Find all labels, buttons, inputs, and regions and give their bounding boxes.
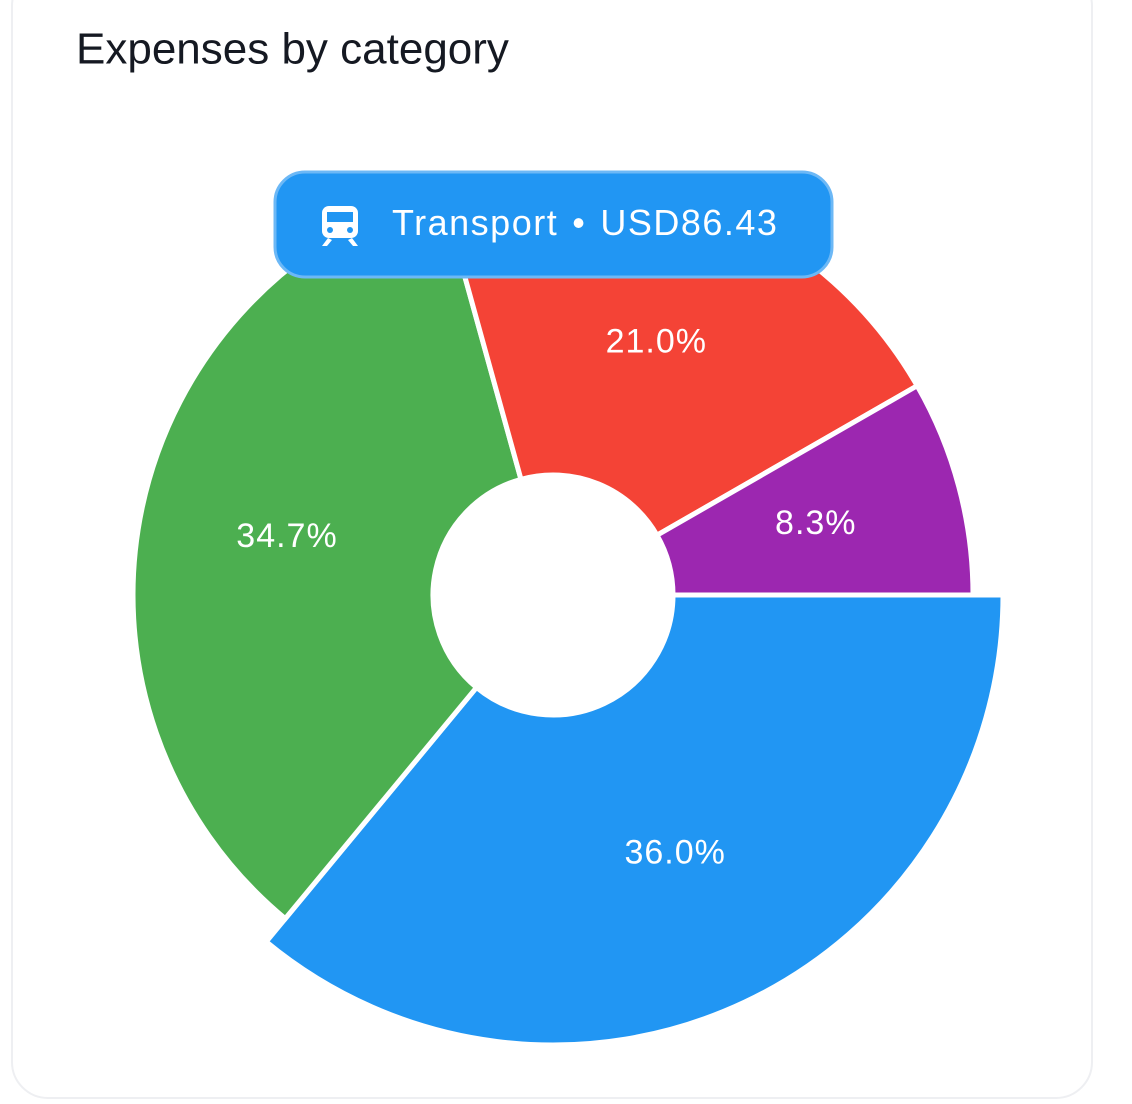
pie-slice (130, 187, 525, 923)
slice-label: 34.7% (236, 517, 337, 555)
train-icon (322, 206, 358, 246)
pie-slice (262, 592, 1006, 1048)
tooltip-amount: USD86.43 (600, 202, 778, 243)
slice-label: 8.3% (775, 504, 857, 542)
slice-label: 21.0% (606, 322, 707, 360)
tooltip-text: Transport • USD86.43 (392, 202, 778, 243)
tooltip-separator: • (572, 202, 586, 243)
slice-label: 36.0% (624, 834, 725, 872)
tooltip-box (273, 170, 834, 279)
tooltip-category: Transport (392, 202, 558, 243)
pie-slice (653, 382, 976, 598)
tooltip: Transport • USD86.43 (273, 170, 834, 279)
chart-title: Expenses by category (76, 25, 509, 74)
